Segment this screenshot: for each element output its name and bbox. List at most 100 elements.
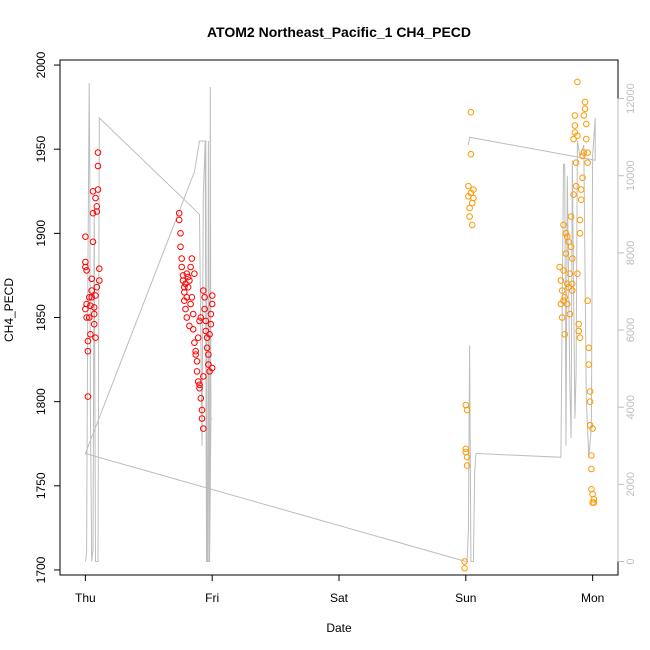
axes-layer: Thu Fri Sat Sun Mon 1700 1750 1800 1850 1900 1950 2…: [34, 51, 637, 605]
data-point: [468, 221, 476, 229]
y2-tick-label: 10000: [625, 160, 637, 191]
data-point: [584, 159, 591, 166]
data-point: [82, 263, 89, 271]
data-point: [191, 270, 198, 278]
data-point: [580, 149, 588, 156]
data-point: [96, 265, 103, 273]
data-point: [567, 213, 575, 220]
data-point: [575, 327, 583, 335]
data-point: [467, 108, 475, 116]
data-point: [200, 287, 207, 294]
data-point: [82, 258, 89, 266]
data-point: [564, 280, 571, 288]
data-point: [570, 135, 577, 143]
data-point: [202, 317, 210, 325]
y-tick-label: 1700: [34, 556, 48, 583]
data-point: [576, 216, 584, 224]
data-point: [564, 300, 571, 308]
data-point: [178, 255, 185, 262]
data-point: [178, 263, 185, 271]
data-point: [567, 243, 575, 251]
data-point: [590, 496, 598, 503]
data-point: [197, 395, 205, 402]
data-point: [463, 462, 471, 469]
data-point: [588, 465, 595, 473]
data-point: [564, 233, 571, 240]
data-point: [561, 294, 569, 301]
data-point: [467, 150, 475, 158]
data-point: [200, 425, 207, 432]
data-point: [187, 263, 194, 271]
data-point: [184, 283, 192, 291]
data-point: [589, 425, 596, 432]
y-tick-label: 1800: [34, 388, 48, 415]
y-tick-label: 1850: [34, 304, 48, 331]
data-point: [580, 112, 588, 119]
y-tick-label: 1750: [34, 472, 48, 499]
data-point: [586, 398, 594, 406]
data-point: [462, 445, 470, 453]
data-point: [193, 368, 201, 375]
data-point: [94, 149, 102, 156]
data-point: [191, 339, 198, 347]
data-point: [583, 120, 590, 128]
data-point: [577, 186, 585, 193]
data-point: [208, 292, 216, 299]
altitude-line: [84, 83, 596, 562]
data-point: [584, 149, 591, 156]
data-point: [175, 216, 183, 224]
data-point: [588, 452, 595, 459]
data-point: [579, 174, 586, 182]
data-point: [183, 294, 191, 301]
data-point: [562, 250, 570, 257]
y2-tick-label: 0: [625, 558, 637, 564]
y2-tick-label: 6000: [625, 318, 637, 342]
data-point: [85, 294, 93, 301]
data-point: [83, 314, 90, 321]
data-point: [182, 305, 189, 313]
data-point: [90, 320, 98, 328]
data-point: [177, 230, 184, 237]
y-tick-label: 1900: [34, 220, 48, 247]
data-point: [196, 317, 203, 325]
data-point: [574, 270, 581, 278]
data-point: [92, 194, 99, 202]
y2-tick-label: 4000: [625, 395, 637, 419]
data-point: [198, 415, 206, 422]
data-point: [558, 287, 566, 294]
data-point: [558, 314, 566, 321]
data-point: [562, 230, 570, 237]
chart-title: ATOM2 Northeast_Pacific_1 CH4_PECD: [207, 24, 471, 40]
data-point: [85, 314, 93, 321]
data-point: [87, 302, 94, 310]
x-tick-label: Mon: [581, 591, 604, 605]
data-point: [566, 310, 574, 318]
data-point: [89, 238, 97, 246]
data-point: [194, 334, 202, 342]
data-point: [201, 294, 208, 301]
y-axis-label: CH4_PECD: [2, 278, 16, 342]
data-point: [590, 499, 598, 506]
data-point: [584, 297, 591, 305]
data-point: [569, 255, 576, 262]
data-point: [183, 314, 191, 321]
data-point: [192, 347, 199, 355]
y2-tick-label: 8000: [625, 241, 637, 265]
data-point: [94, 162, 102, 170]
data-point: [208, 300, 216, 308]
data-point: [461, 558, 468, 565]
data-point: [193, 358, 201, 365]
data-point: [202, 327, 210, 335]
data-point: [572, 159, 580, 166]
data-point: [581, 105, 589, 113]
data-point: [569, 280, 576, 288]
data-point: [88, 294, 95, 301]
data-point: [177, 243, 184, 251]
data-point: [560, 297, 567, 305]
data-point: [569, 287, 576, 294]
data-point: [466, 204, 473, 212]
x-tick-label: Sun: [455, 591, 476, 605]
data-point: [188, 294, 196, 301]
points-layer: [82, 78, 598, 572]
